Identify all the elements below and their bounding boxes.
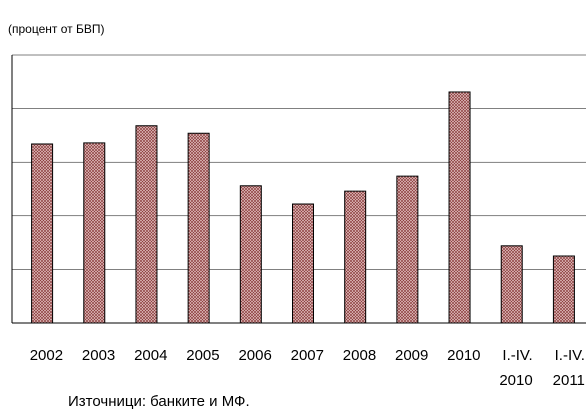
x-tick-label: I.-IV. 2011 xyxy=(552,347,585,389)
x-tick-label: 2004 xyxy=(134,347,168,364)
x-tick-label: I.-IV. 2010 xyxy=(499,347,533,389)
source-note: Източници: банките и МФ. xyxy=(68,393,250,410)
bar xyxy=(187,132,210,324)
x-tick-label: 2008 xyxy=(342,347,377,364)
bar xyxy=(83,142,106,324)
x-tick-label: 2007 xyxy=(290,347,324,364)
bar xyxy=(239,185,262,324)
bar xyxy=(292,203,314,324)
bar xyxy=(344,190,367,324)
bar xyxy=(552,255,575,324)
x-tick-label: 2006 xyxy=(238,347,272,364)
x-tick-label: 2002 xyxy=(29,347,64,364)
bar xyxy=(135,125,158,324)
chart-title: (процент от БВП) xyxy=(8,22,105,36)
x-tick-label: 2005 xyxy=(186,347,220,364)
x-tick-label: 2003 xyxy=(81,347,116,364)
x-tick-label: 2009 xyxy=(394,347,429,364)
bar xyxy=(500,245,523,324)
x-tick-label: 2010 xyxy=(447,347,481,364)
bar xyxy=(31,143,54,324)
bar xyxy=(396,175,419,324)
bar xyxy=(448,91,471,324)
